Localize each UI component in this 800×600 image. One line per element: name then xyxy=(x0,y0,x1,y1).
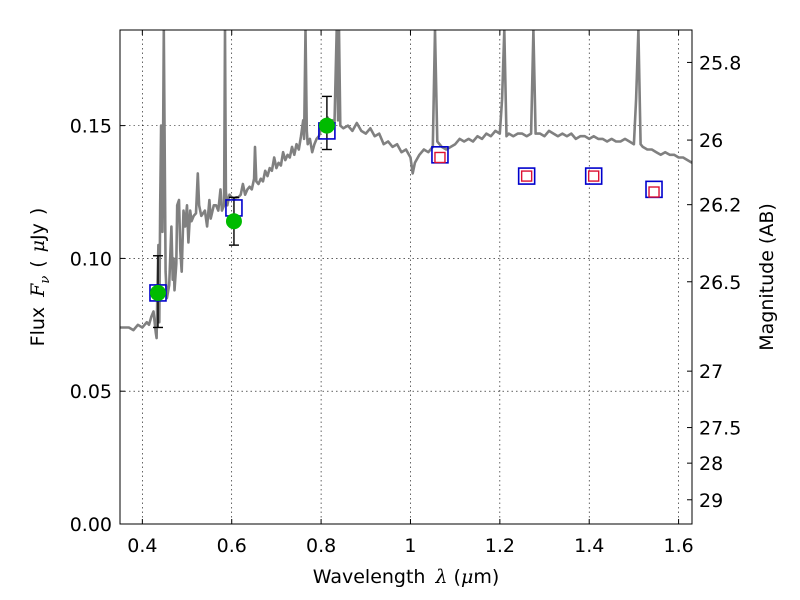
y-tick-label: 0.05 xyxy=(70,381,112,403)
y2-tick-label: 26.2 xyxy=(699,195,741,217)
y-tick-label: 0.10 xyxy=(70,248,112,270)
model-photometry-square xyxy=(517,167,536,185)
y2-tick-label: 25.8 xyxy=(699,52,741,74)
x-tick-label: 0.6 xyxy=(217,535,247,557)
x-tick-label: 1 xyxy=(404,535,416,557)
y-tick-label: 0.00 xyxy=(70,514,112,536)
y2-tick-label: 27 xyxy=(699,361,723,383)
x-tick-label: 1.4 xyxy=(574,535,604,557)
y2-tick-label: 26.5 xyxy=(699,272,741,294)
x-tick-label: 0.4 xyxy=(127,535,157,557)
grid-lines xyxy=(120,30,692,525)
observed-flux-point xyxy=(318,117,335,134)
plot-frame xyxy=(119,29,693,525)
observed-flux-point xyxy=(149,284,166,301)
nir-photometry-square xyxy=(587,170,600,182)
x-tick-label: 1.6 xyxy=(663,535,693,557)
axis-ticks: 0.4 0.6 0.8 1 1.2 1.4 1.6 0.00 0.05 0.10 0.15 25.8 2… xyxy=(70,30,741,557)
y2-tick-label: 29 xyxy=(699,490,723,512)
photometry-markers xyxy=(149,117,663,302)
x-tick-label: 1.2 xyxy=(485,535,515,557)
y-axis-label: FluxFν(μJy) xyxy=(27,208,53,347)
nir-photometry-square xyxy=(434,151,446,164)
model-photometry-square xyxy=(584,167,603,185)
y-tick-label: 0.15 xyxy=(70,116,112,138)
observed-flux-point xyxy=(225,213,242,230)
model-spectrum xyxy=(120,30,692,340)
y2-axis-label: Magnitude (AB) xyxy=(756,203,778,351)
nir-photometry-square xyxy=(520,170,533,182)
x-axis-label: Wavelength λ (μm) xyxy=(313,566,499,588)
y2-tick-label: 26 xyxy=(699,130,723,152)
y2-tick-label: 27.5 xyxy=(699,418,741,440)
model-spectrum-line xyxy=(120,30,692,340)
nir-photometry-square xyxy=(648,186,660,198)
x-tick-label: 0.8 xyxy=(306,535,336,557)
y2-tick-label: 28 xyxy=(699,453,723,475)
